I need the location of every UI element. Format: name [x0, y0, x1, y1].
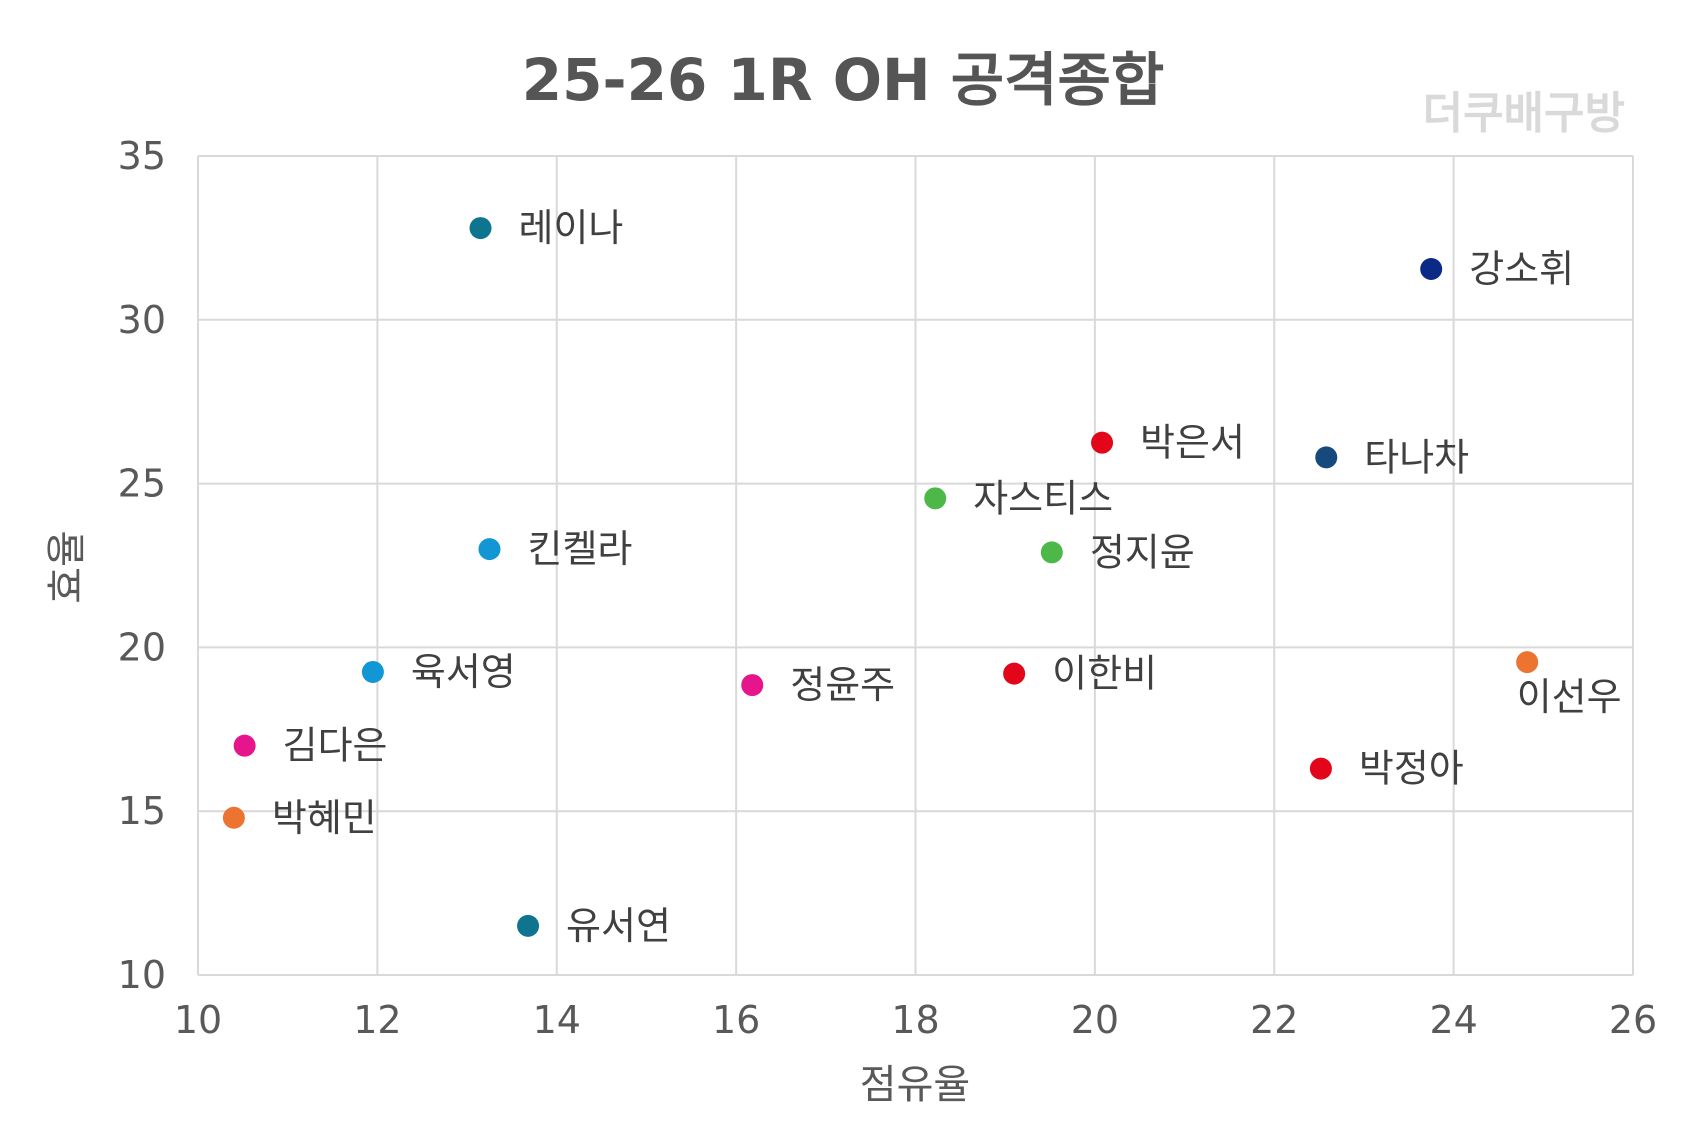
data-label: 타나차: [1364, 435, 1469, 479]
data-point: [517, 914, 540, 937]
data-point: [233, 734, 256, 757]
y-tick-label: 35: [118, 134, 166, 178]
y-tick-label: 10: [118, 953, 166, 997]
data-label: 박은서: [1140, 421, 1245, 465]
watermark: 더쿠배구방: [1423, 88, 1625, 139]
data-label: 박혜민: [272, 796, 377, 840]
chart-title: 25-26 1R OH 공격종합: [522, 46, 1164, 114]
data-label: 이선우: [1517, 675, 1622, 719]
data-label: 박정아: [1359, 747, 1464, 791]
data-label: 이한비: [1052, 652, 1157, 696]
y-tick-label: 15: [118, 789, 166, 833]
data-point: [741, 674, 764, 697]
data-label: 킨켈라: [527, 527, 632, 571]
data-point: [1516, 651, 1539, 674]
data-point: [924, 487, 947, 510]
x-tick-label: 10: [174, 998, 222, 1042]
data-point: [1040, 541, 1063, 564]
x-axis-label: 점유율: [860, 1062, 970, 1108]
data-point: [1309, 757, 1332, 780]
data-label: 정지윤: [1090, 530, 1195, 574]
data-label: 자스티스: [973, 476, 1113, 520]
x-tick-label: 20: [1071, 998, 1119, 1042]
data-point: [1003, 662, 1026, 685]
grid-lines: [197, 155, 1634, 976]
y-axis-ticks: 10 15 20 25 30 35: [118, 134, 166, 997]
data-label: 김다은: [283, 724, 388, 768]
data-point: [1091, 431, 1114, 454]
y-axis-label: 효율: [44, 530, 90, 604]
data-point: [469, 217, 492, 240]
x-tick-label: 16: [712, 998, 760, 1042]
data-label: 강소휘: [1469, 247, 1574, 291]
y-tick-label: 25: [118, 462, 166, 506]
x-tick-label: 18: [891, 998, 939, 1042]
data-label: 육서영: [411, 650, 516, 694]
x-tick-label: 22: [1250, 998, 1298, 1042]
data-label: 정윤주: [790, 663, 895, 707]
data-point: [222, 806, 245, 829]
data-point: [361, 660, 384, 683]
x-tick-label: 14: [533, 998, 581, 1042]
data-points: [222, 217, 1539, 937]
data-point: [1420, 258, 1443, 281]
y-tick-label: 30: [118, 298, 166, 342]
data-point: [478, 538, 501, 561]
y-tick-label: 20: [118, 625, 166, 669]
x-axis-ticks: 10 12 14 16 18 20 22 24 26: [174, 998, 1657, 1042]
data-label: 유서연: [566, 904, 671, 948]
data-point: [1315, 446, 1338, 469]
x-tick-label: 24: [1429, 998, 1477, 1042]
x-tick-label: 12: [353, 998, 401, 1042]
x-tick-label: 26: [1609, 998, 1657, 1042]
data-label: 레이나: [519, 206, 624, 250]
